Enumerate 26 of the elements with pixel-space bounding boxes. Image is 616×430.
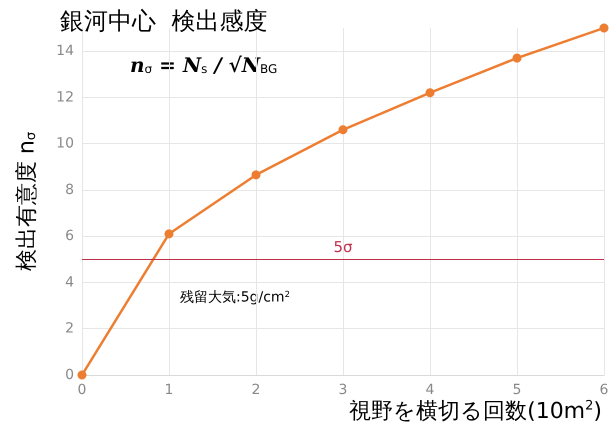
point	[426, 88, 434, 98]
y-tick-label: 4	[65, 274, 74, 290]
y-tick-label: 6	[65, 228, 74, 244]
y-tick-label: 12	[56, 89, 74, 106]
y-tick-label: 14	[56, 43, 74, 60]
point	[512, 54, 522, 63]
x-axis-title: 視野を横切る回数(10m$^{2}$)	[349, 398, 602, 424]
x-tick-label: 3	[338, 382, 348, 398]
point	[600, 24, 608, 32]
chart-title: 銀河中心 検出感度	[60, 7, 268, 35]
x-tick-label: 5	[512, 382, 522, 398]
x-tick-label: 6	[600, 382, 609, 398]
y-tick-label: 10	[56, 136, 74, 152]
y-axis-title: 検出有意度 nσ	[14, 132, 40, 272]
point	[252, 170, 260, 180]
x-tick-label: 4	[426, 382, 435, 398]
y-tick-label: 2	[65, 320, 74, 337]
point	[338, 125, 348, 134]
point	[164, 229, 174, 238]
x-tick-label: 2	[252, 382, 260, 398]
x-tick-label: 0	[78, 382, 86, 398]
y-tick-label: 8	[65, 182, 74, 198]
ref-line-label: 5σ	[333, 238, 354, 256]
y-tick-label: 0	[65, 367, 74, 383]
point	[78, 370, 86, 380]
x-tick-label: 1	[164, 382, 174, 398]
